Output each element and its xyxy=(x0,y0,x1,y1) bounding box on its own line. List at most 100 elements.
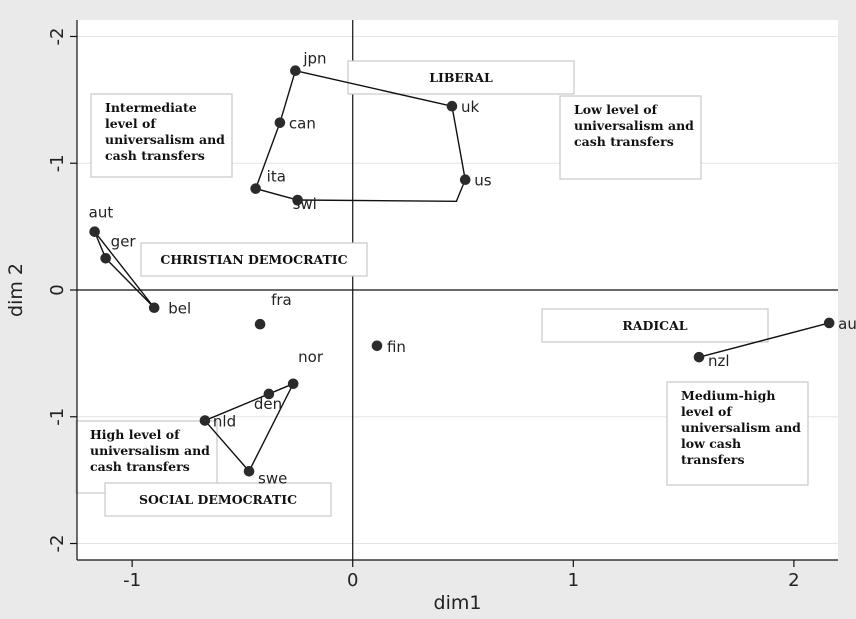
point-label: aut xyxy=(89,204,114,222)
annotation-box-frame xyxy=(347,60,575,95)
data-point-nzl: nzl xyxy=(693,351,730,370)
point-label: uk xyxy=(461,98,480,116)
point-label: us xyxy=(474,172,492,190)
data-point-uk: uk xyxy=(446,98,480,116)
point-marker xyxy=(274,117,286,128)
annotation-text: Intermediate xyxy=(105,100,197,115)
point-marker xyxy=(89,226,100,237)
point-label: nzl xyxy=(708,352,730,370)
annotation-box-frame xyxy=(140,242,368,277)
annotation-box-frame xyxy=(666,381,809,486)
cluster-outline xyxy=(254,70,466,202)
data-point-aus: aus xyxy=(823,315,856,333)
point-marker xyxy=(243,465,255,477)
annotation-text: universalism and xyxy=(574,118,694,133)
data-point-ita: ita xyxy=(250,168,286,194)
point-label: nor xyxy=(298,348,324,366)
data-point-us: us xyxy=(459,172,492,190)
annotation-text: universalism and xyxy=(681,420,801,435)
point-marker xyxy=(693,351,705,363)
data-point-bel: bel xyxy=(148,300,191,318)
cluster-outline xyxy=(93,231,155,309)
point-marker xyxy=(459,174,471,186)
annotation-text: Low level of xyxy=(574,102,659,117)
annotation-box-frame xyxy=(75,420,218,494)
annotation-text: RADICAL xyxy=(622,318,687,333)
x-tick-label: 0 xyxy=(347,570,358,591)
annotation-text: cash transfers xyxy=(105,148,205,163)
point-label: ita xyxy=(267,168,286,186)
cluster-outline xyxy=(204,382,295,473)
point-label: swe xyxy=(258,469,287,487)
point-marker xyxy=(250,183,261,194)
point-marker xyxy=(254,318,266,330)
y-tick-label: -2 xyxy=(47,535,68,553)
point-label: swi xyxy=(293,195,317,213)
y-axis-title: dim 2 xyxy=(5,263,27,317)
zero-lines xyxy=(77,20,838,560)
point-label: fin xyxy=(387,338,406,356)
annotation-text: universalism and xyxy=(105,132,225,147)
annotation-box: LIBERAL xyxy=(347,60,575,95)
y-tick-label: -1 xyxy=(47,408,68,426)
point-marker xyxy=(287,378,299,390)
annotation-text: level of xyxy=(681,404,733,419)
data-point-nld: nld xyxy=(199,413,236,431)
axes: -1 0 1 2 -2 -1 0 -1 -2 xyxy=(47,20,838,591)
data-point-jpn: jpn xyxy=(290,50,327,77)
annotation-box-frame xyxy=(90,93,233,178)
point-marker xyxy=(446,100,458,112)
x-tick-label: 1 xyxy=(568,570,579,591)
point-marker xyxy=(823,317,835,329)
point-marker xyxy=(263,388,275,400)
point-label: den xyxy=(254,395,282,413)
point-marker xyxy=(371,340,383,352)
point-label: bel xyxy=(168,300,191,318)
annotation-text: cash transfers xyxy=(574,134,674,149)
annotation-text: LIBERAL xyxy=(429,70,493,85)
annotation-text: High level of xyxy=(90,427,181,442)
annotation-text: universalism and xyxy=(90,443,210,458)
point-label: fra xyxy=(271,291,292,309)
annotation-text: Medium-high xyxy=(681,388,775,403)
point-marker xyxy=(292,194,303,206)
x-tick-label: 2 xyxy=(788,570,799,591)
cluster-outline xyxy=(698,322,830,358)
point-marker xyxy=(199,415,211,426)
annotation-text: cash transfers xyxy=(90,459,190,474)
annotation-text: CHRISTIAN DEMOCRATIC xyxy=(160,252,347,267)
y-tick-label: -1 xyxy=(47,154,68,172)
annotation-box-frame xyxy=(559,95,702,180)
data-point-can: can xyxy=(274,115,316,133)
point-label: ger xyxy=(111,232,137,250)
point-marker xyxy=(290,65,301,77)
x-axis-title: dim1 xyxy=(434,592,482,614)
annotation-text: low cash xyxy=(681,436,741,451)
data-point-swe: swe xyxy=(243,465,287,487)
data-point-fra: fra xyxy=(254,291,292,330)
annotation-text: level of xyxy=(105,116,157,131)
data-point-nor: nor xyxy=(287,348,324,390)
y-tick-label: 0 xyxy=(47,284,68,295)
data-point-swi: swi xyxy=(292,194,317,213)
point-label: can xyxy=(289,115,316,133)
annotation-box-frame xyxy=(104,482,332,517)
data-point-den: den xyxy=(254,388,282,413)
annotation-box: RADICAL xyxy=(541,308,769,343)
point-label: nld xyxy=(213,413,236,431)
annotation-text: SOCIAL DEMOCRATIC xyxy=(139,492,297,507)
annotation-text: transfers xyxy=(681,452,745,467)
annotation-box-frame xyxy=(541,308,769,343)
x-tick-label: -1 xyxy=(123,570,141,591)
point-marker xyxy=(148,302,160,314)
annotation-box: CHRISTIAN DEMOCRATIC xyxy=(140,242,368,277)
data-point-fin: fin xyxy=(371,338,406,356)
